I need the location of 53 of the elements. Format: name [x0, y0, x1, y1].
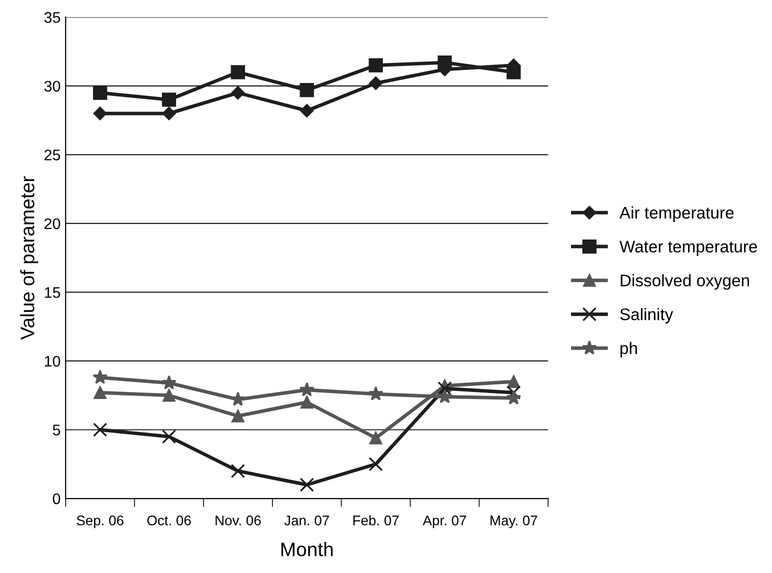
point	[300, 478, 314, 492]
point	[506, 65, 521, 80]
point	[232, 410, 244, 422]
point	[438, 55, 452, 70]
legend-label: Dissolved oxygen	[620, 274, 749, 290]
point	[369, 432, 382, 444]
x-axis-title: Month	[281, 542, 333, 556]
legend-label: Water temperature	[620, 240, 758, 256]
x-tick-label: Jan. 07	[284, 516, 329, 526]
point	[93, 106, 107, 120]
legend-label: Salinity	[620, 308, 674, 324]
point	[438, 381, 452, 396]
point	[162, 375, 176, 390]
point	[94, 386, 106, 400]
y-tick-label: 15	[44, 287, 60, 298]
point	[93, 422, 108, 437]
y-tick-label: 0	[52, 493, 60, 504]
point	[162, 106, 176, 120]
point	[300, 396, 314, 409]
point	[93, 86, 108, 100]
point	[507, 375, 520, 388]
y-tick-label: 25	[44, 150, 60, 160]
point	[300, 104, 314, 118]
point	[506, 386, 521, 400]
point	[92, 370, 108, 384]
y-tick-label: 10	[44, 356, 60, 367]
y-tick-label: 35	[44, 12, 60, 23]
point	[162, 92, 176, 107]
point	[368, 457, 383, 472]
point	[437, 388, 452, 404]
legend-label: Air temperature	[619, 206, 734, 222]
point	[162, 388, 176, 402]
x-tick-label: Apr. 07	[422, 516, 466, 528]
x-tick-label: Nov. 06	[216, 516, 261, 526]
y-axis-title: Value of parameter	[20, 176, 38, 340]
x-tick-label: Oct. 06	[147, 516, 191, 526]
point	[162, 430, 176, 444]
y-tick-label: 5	[52, 424, 60, 436]
point	[230, 464, 246, 478]
legend-label: ph	[620, 342, 637, 358]
point	[506, 390, 522, 405]
point	[368, 386, 384, 400]
x-tick-label: Sep. 06	[76, 516, 124, 528]
point	[369, 76, 383, 90]
point	[231, 86, 245, 100]
point	[299, 382, 314, 396]
point	[230, 65, 246, 80]
y-tick-label: 20	[44, 218, 60, 230]
x-tick-label: May. 07	[490, 516, 538, 528]
y-tick-label: 30	[44, 80, 60, 92]
point	[300, 82, 314, 98]
x-tick-label: Feb. 07	[353, 515, 399, 526]
point	[368, 58, 383, 72]
